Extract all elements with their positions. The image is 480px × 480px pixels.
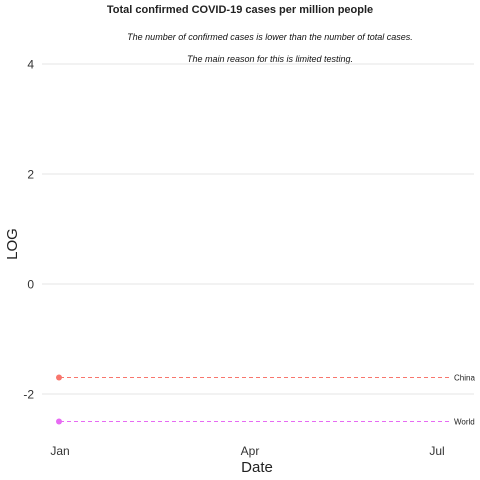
x-axis-label: Date [241, 459, 273, 476]
y-axis-label: LOG [4, 228, 21, 260]
x-tick-label: Jan [50, 444, 69, 458]
y-tick-label: 4 [27, 58, 34, 72]
subtitle-line-2: The main reason for this is limited test… [186, 54, 354, 64]
chart-subtitle: The number of confirmed cases is lower t… [60, 21, 480, 76]
chart-title: Total confirmed COVID-19 cases per milli… [106, 4, 374, 16]
series-layer: China World [56, 374, 475, 427]
x-tick-label: Jul [429, 444, 444, 458]
subtitle-line-1: The number of confirmed cases is lower t… [127, 32, 413, 42]
gridlines [42, 63, 474, 395]
y-tick-label: -2 [23, 388, 34, 402]
series-label-world: World [454, 418, 475, 427]
y-tick-label: 2 [27, 168, 34, 182]
series-label-china: China [454, 374, 475, 383]
y-tick-label: 0 [27, 278, 34, 292]
data-point-world [56, 418, 62, 425]
y-tick-labels: 4 2 0 -2 [23, 58, 34, 402]
x-tick-label: Apr [241, 444, 260, 458]
data-point-china [56, 374, 62, 381]
x-tick-labels: Jan Apr Jul [50, 444, 444, 458]
